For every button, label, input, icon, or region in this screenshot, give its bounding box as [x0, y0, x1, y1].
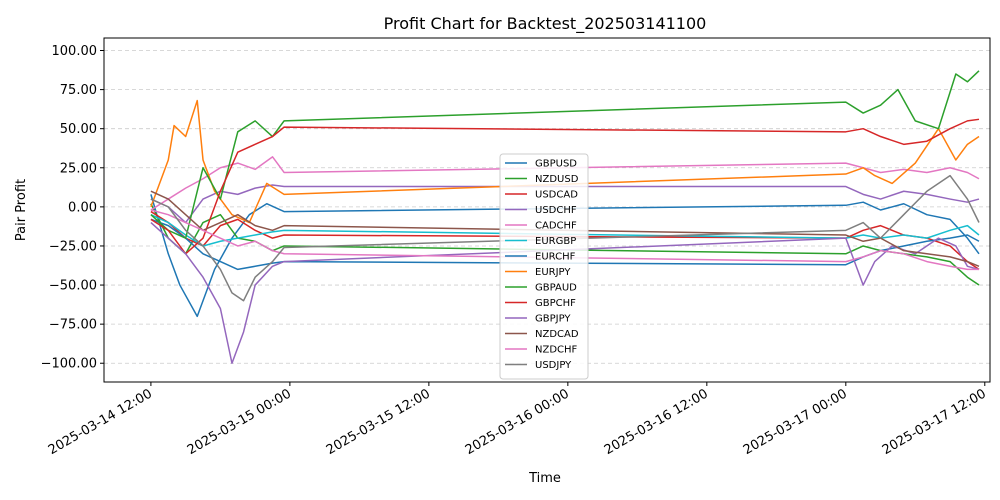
legend-entry-label: EURJPY [535, 267, 571, 278]
plot-frame [103, 37, 991, 383]
y-tick-label: −25.00 [49, 239, 97, 254]
legend-entry-label: GBPAUD [535, 283, 577, 294]
y-axis-title: Pair Profit [14, 179, 29, 241]
series-line-cadchf [150, 156, 980, 211]
legend-entry-label: GBPJPY [535, 314, 571, 325]
y-tick-label: −75.00 [49, 318, 97, 333]
legend-entry-label: EURGBP [535, 236, 576, 247]
legend-entry-label: NZDCAD [535, 329, 579, 340]
series-line-eurjpy [150, 99, 980, 224]
y-tick-label: 0.00 [68, 200, 97, 215]
series-line-nzdusd [150, 203, 980, 286]
x-axis-title: Time [528, 471, 561, 486]
y-axis: 100.00 75.00 50.00 25.00 0.00 −25.00 −50.00 −75… [41, 44, 104, 372]
series-line-gbpaud [150, 70, 980, 239]
series-line-nzdcad [150, 190, 980, 267]
y-tick-label: 25.00 [60, 161, 97, 176]
legend-entry-label: CADCHF [535, 221, 577, 232]
series-layer [150, 70, 980, 364]
series-line-nzdchf [150, 209, 979, 271]
series-line-eurgbp [150, 214, 980, 247]
series-line-usdjpy [150, 174, 980, 302]
series-line-gbpusd [150, 194, 980, 318]
legend: GBPUSD NZDUSD USDCAD USDCHF CADCHF EURGBP EURC… [499, 153, 589, 380]
legend-entry-label: NZDCHF [535, 345, 578, 356]
y-tick-label: 50.00 [60, 122, 97, 137]
y-tick-label: 100.00 [52, 44, 98, 59]
series-line-usdchf [150, 184, 980, 224]
legend-entry-label: USDJPY [535, 360, 572, 371]
legend-entry-label: GBPUSD [535, 159, 577, 170]
y-tick-label: −50.00 [49, 279, 97, 294]
y-tick-label: 75.00 [60, 83, 97, 98]
y-tick-label: −100.00 [41, 357, 97, 372]
legend-entry-label: GBPCHF [535, 298, 576, 309]
legend-entry-label: EURCHF [535, 252, 576, 263]
legend-entry-label: USDCAD [535, 190, 578, 201]
chart-title: Profit Chart for Backtest_202503141100 [384, 14, 707, 34]
legend-entry-label: USDCHF [535, 205, 577, 216]
legend-entry-label: NZDUSD [535, 174, 579, 185]
series-line-gbpchf [150, 118, 980, 255]
